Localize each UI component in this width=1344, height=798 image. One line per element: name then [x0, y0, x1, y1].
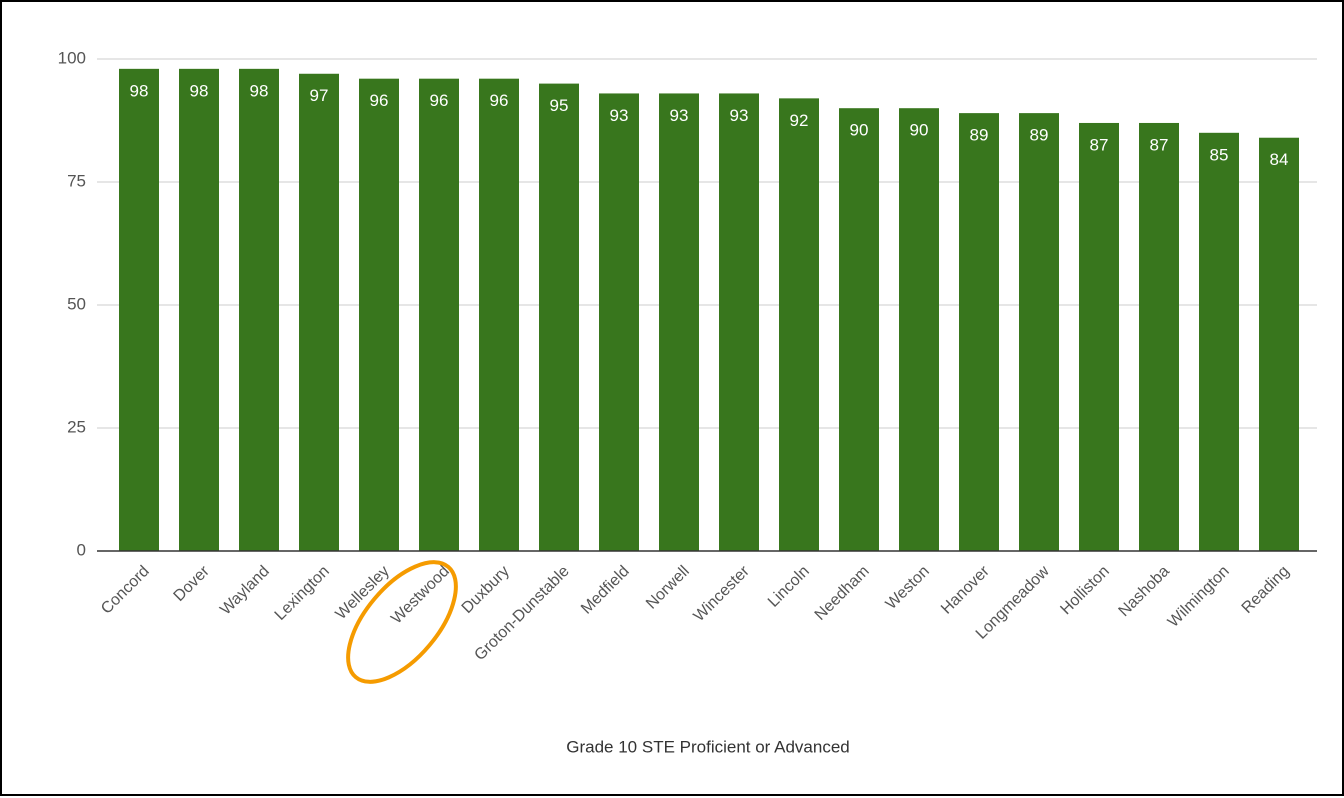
- bar: [1199, 132, 1239, 552]
- data-label: 85: [1210, 145, 1229, 164]
- plot: 0 25 50 75 100 98 Concord 98 Dover 98 Wayland 97 Lex…: [58, 48, 1317, 664]
- bar: [539, 83, 579, 551]
- y-tick-label: 75: [67, 171, 86, 190]
- data-label: 92: [790, 111, 809, 130]
- y-tick-label: 0: [77, 540, 86, 559]
- x-tick-label: Reading: [1239, 563, 1293, 617]
- data-label: 90: [910, 121, 929, 140]
- x-tick-label: Wayland: [217, 563, 273, 619]
- x-tick-label: Holliston: [1057, 563, 1112, 618]
- data-label: 90: [850, 121, 869, 140]
- data-label: 96: [430, 91, 449, 110]
- x-tick-label: Hanover: [938, 562, 993, 617]
- x-tick-label: Wincester: [690, 562, 753, 625]
- highlight-circle: [346, 560, 458, 684]
- bar: [959, 113, 999, 552]
- x-tick-label: Westwood: [388, 563, 453, 628]
- data-label: 84: [1270, 150, 1289, 169]
- bar: [839, 108, 879, 551]
- data-label: 98: [250, 81, 269, 100]
- data-label: 95: [550, 96, 569, 115]
- bar: [239, 68, 279, 551]
- data-label: 96: [370, 91, 389, 110]
- data-label: 89: [1030, 126, 1049, 145]
- y-tick-label: 25: [67, 417, 86, 436]
- bar: [899, 108, 939, 551]
- bar: [659, 93, 699, 551]
- bar: [1079, 122, 1119, 552]
- data-label: 98: [130, 81, 149, 100]
- data-label: 89: [970, 126, 989, 145]
- x-tick-label: Needham: [812, 563, 873, 624]
- x-tick-label: Nashoba: [1116, 563, 1173, 620]
- bar: [1139, 122, 1179, 552]
- bar: [119, 68, 159, 551]
- bar: [359, 78, 399, 552]
- x-tick-label: Duxbury: [459, 563, 513, 617]
- data-label: 93: [610, 106, 629, 125]
- y-tick-label: 50: [67, 294, 86, 313]
- x-axis-title: Grade 10 STE Proficient or Advanced: [566, 737, 850, 756]
- x-tick-label: Medfield: [578, 563, 633, 618]
- x-tick-label: Dover: [171, 562, 214, 605]
- x-tick-label: Weston: [883, 563, 933, 613]
- data-label: 93: [670, 106, 689, 125]
- data-label: 97: [310, 86, 329, 105]
- x-tick-label: Lincoln: [765, 563, 813, 611]
- bar: [1019, 113, 1059, 552]
- bar: [1259, 137, 1299, 551]
- x-tick-label: Concord: [98, 563, 153, 618]
- bar: [179, 68, 219, 551]
- y-tick-label: 100: [58, 48, 86, 67]
- bar: [479, 78, 519, 552]
- x-tick-label: Norwell: [643, 563, 693, 613]
- data-label: 98: [190, 81, 209, 100]
- data-label: 93: [730, 106, 749, 125]
- x-tick-label: Lexington: [272, 563, 333, 624]
- data-label: 87: [1150, 135, 1169, 154]
- bar: [779, 98, 819, 552]
- data-label: 96: [490, 91, 509, 110]
- bar: [299, 73, 339, 551]
- bar: [599, 93, 639, 551]
- bar: [719, 93, 759, 551]
- bar: [419, 78, 459, 552]
- x-tick-label: Wilmington: [1165, 563, 1233, 631]
- data-label: 87: [1090, 135, 1109, 154]
